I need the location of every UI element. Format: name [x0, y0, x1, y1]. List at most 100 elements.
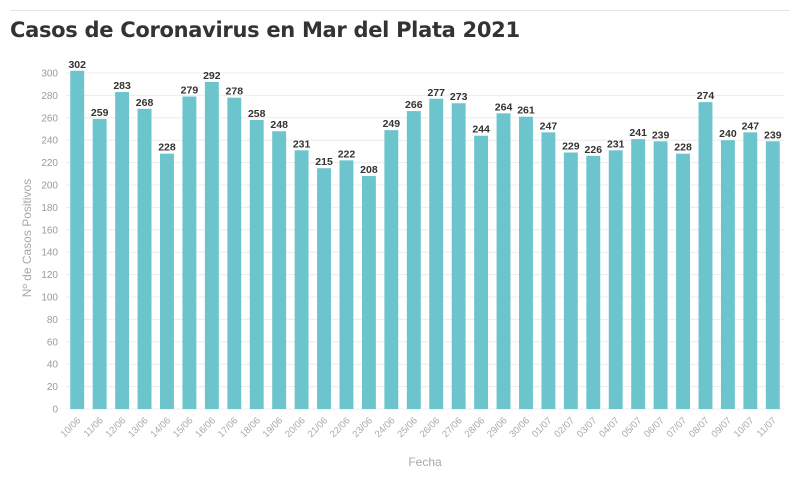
x-tick-label: 24/06: [373, 415, 398, 440]
data-label: 240: [719, 128, 737, 140]
y-tick-label: 160: [41, 225, 58, 236]
x-tick-label: 13/06: [126, 415, 151, 440]
x-tick-label: 12/06: [104, 415, 129, 440]
x-tick-label: 20/06: [283, 415, 308, 440]
y-tick-label: 0: [52, 405, 58, 416]
bar: [698, 102, 713, 410]
x-tick-label: 22/06: [328, 415, 353, 440]
data-label: 229: [562, 141, 580, 153]
x-axis-label: Fecha: [408, 455, 442, 469]
x-tick-label: 03/07: [575, 415, 600, 440]
data-label: 283: [113, 80, 131, 92]
x-tick-label: 30/06: [507, 415, 532, 440]
data-label: 264: [495, 101, 513, 113]
data-label: 215: [315, 156, 333, 168]
data-label: 277: [427, 87, 445, 99]
bar: [249, 120, 264, 409]
x-tick-label: 21/06: [306, 415, 331, 440]
bar: [451, 103, 466, 410]
bars: [70, 70, 780, 410]
x-tick-label: 28/06: [463, 415, 488, 440]
bar: [115, 92, 130, 409]
x-tick-label: 04/07: [597, 415, 622, 440]
x-tick-label: 27/06: [440, 415, 465, 440]
data-label: 247: [742, 120, 760, 132]
y-axis-ticks: 0 20 40 60 80 100 120 140 160 180 200 220 240 260 280 3…: [41, 69, 58, 416]
bar: [541, 132, 556, 410]
x-tick-label: 10/06: [59, 415, 84, 440]
bar: [631, 139, 646, 409]
bar: [720, 140, 735, 409]
bar: [384, 130, 399, 409]
x-tick-label: 05/07: [620, 415, 645, 440]
x-tick-label: 02/07: [552, 415, 577, 440]
bar: [406, 111, 421, 409]
x-tick-label: 18/06: [238, 415, 263, 440]
data-label: 261: [517, 105, 535, 117]
data-label: 239: [652, 129, 670, 141]
x-tick-label: 07/07: [665, 415, 690, 440]
x-tick-label: 29/06: [485, 415, 510, 440]
x-tick-label: 01/07: [530, 415, 555, 440]
bar: [227, 97, 242, 409]
y-tick-label: 80: [47, 315, 59, 326]
bar: [92, 118, 107, 410]
data-label: 247: [540, 120, 558, 132]
x-tick-label: 09/07: [709, 415, 734, 440]
bar: [496, 113, 511, 409]
y-tick-label: 300: [41, 69, 58, 80]
bar: [586, 155, 601, 409]
bar: [317, 168, 331, 409]
x-tick-label: 17/06: [216, 415, 241, 440]
data-label: 228: [674, 142, 692, 154]
x-tick-label: 23/06: [350, 415, 375, 440]
x-tick-label: 08/07: [687, 415, 712, 440]
x-tick-label: 10/07: [732, 415, 757, 440]
bar: [608, 150, 623, 409]
y-tick-label: 260: [41, 113, 58, 124]
bar: [160, 153, 174, 409]
bar: [519, 116, 533, 410]
bar: [70, 70, 85, 409]
bar: [137, 108, 152, 409]
bar: [294, 150, 309, 409]
bar: [653, 141, 668, 409]
bar: [563, 152, 578, 409]
top-divider: [10, 10, 790, 11]
data-labels: 302 259 283 268 228 279 292 278 258 248 231 215 222 2…: [68, 59, 781, 176]
data-label: 228: [158, 142, 176, 154]
data-label: 231: [607, 138, 625, 150]
data-label: 258: [248, 108, 266, 120]
x-tick-label: 25/06: [395, 415, 420, 440]
y-tick-label: 220: [41, 158, 58, 169]
y-tick-label: 240: [41, 136, 58, 147]
y-tick-label: 120: [41, 270, 58, 281]
y-tick-label: 200: [41, 181, 58, 192]
data-label: 278: [226, 86, 244, 98]
bar: [361, 176, 376, 409]
bar: [429, 98, 444, 409]
bar: [272, 131, 287, 410]
bar: [765, 141, 780, 409]
bar: [204, 81, 219, 410]
y-tick-label: 20: [47, 382, 59, 393]
x-tick-label: 11/07: [755, 415, 779, 439]
x-tick-label: 06/07: [642, 415, 667, 440]
data-label: 239: [764, 129, 782, 141]
y-tick-label: 100: [41, 293, 58, 304]
y-axis-label: Nº de Casos Positivos: [20, 179, 34, 297]
data-label: 231: [293, 138, 311, 150]
data-label: 226: [585, 144, 603, 156]
bar: [182, 96, 197, 410]
data-label: 244: [472, 124, 490, 136]
data-label: 241: [629, 127, 647, 139]
x-tick-label: 15/06: [171, 415, 196, 440]
y-tick-label: 140: [41, 248, 58, 259]
data-label: 259: [91, 107, 109, 119]
x-tick-label: 16/06: [193, 415, 218, 440]
y-tick-label: 180: [41, 203, 58, 214]
y-tick-label: 280: [41, 91, 58, 102]
chart-title: Casos de Coronavirus en Mar del Plata 20…: [10, 18, 520, 42]
data-label: 208: [360, 164, 378, 176]
